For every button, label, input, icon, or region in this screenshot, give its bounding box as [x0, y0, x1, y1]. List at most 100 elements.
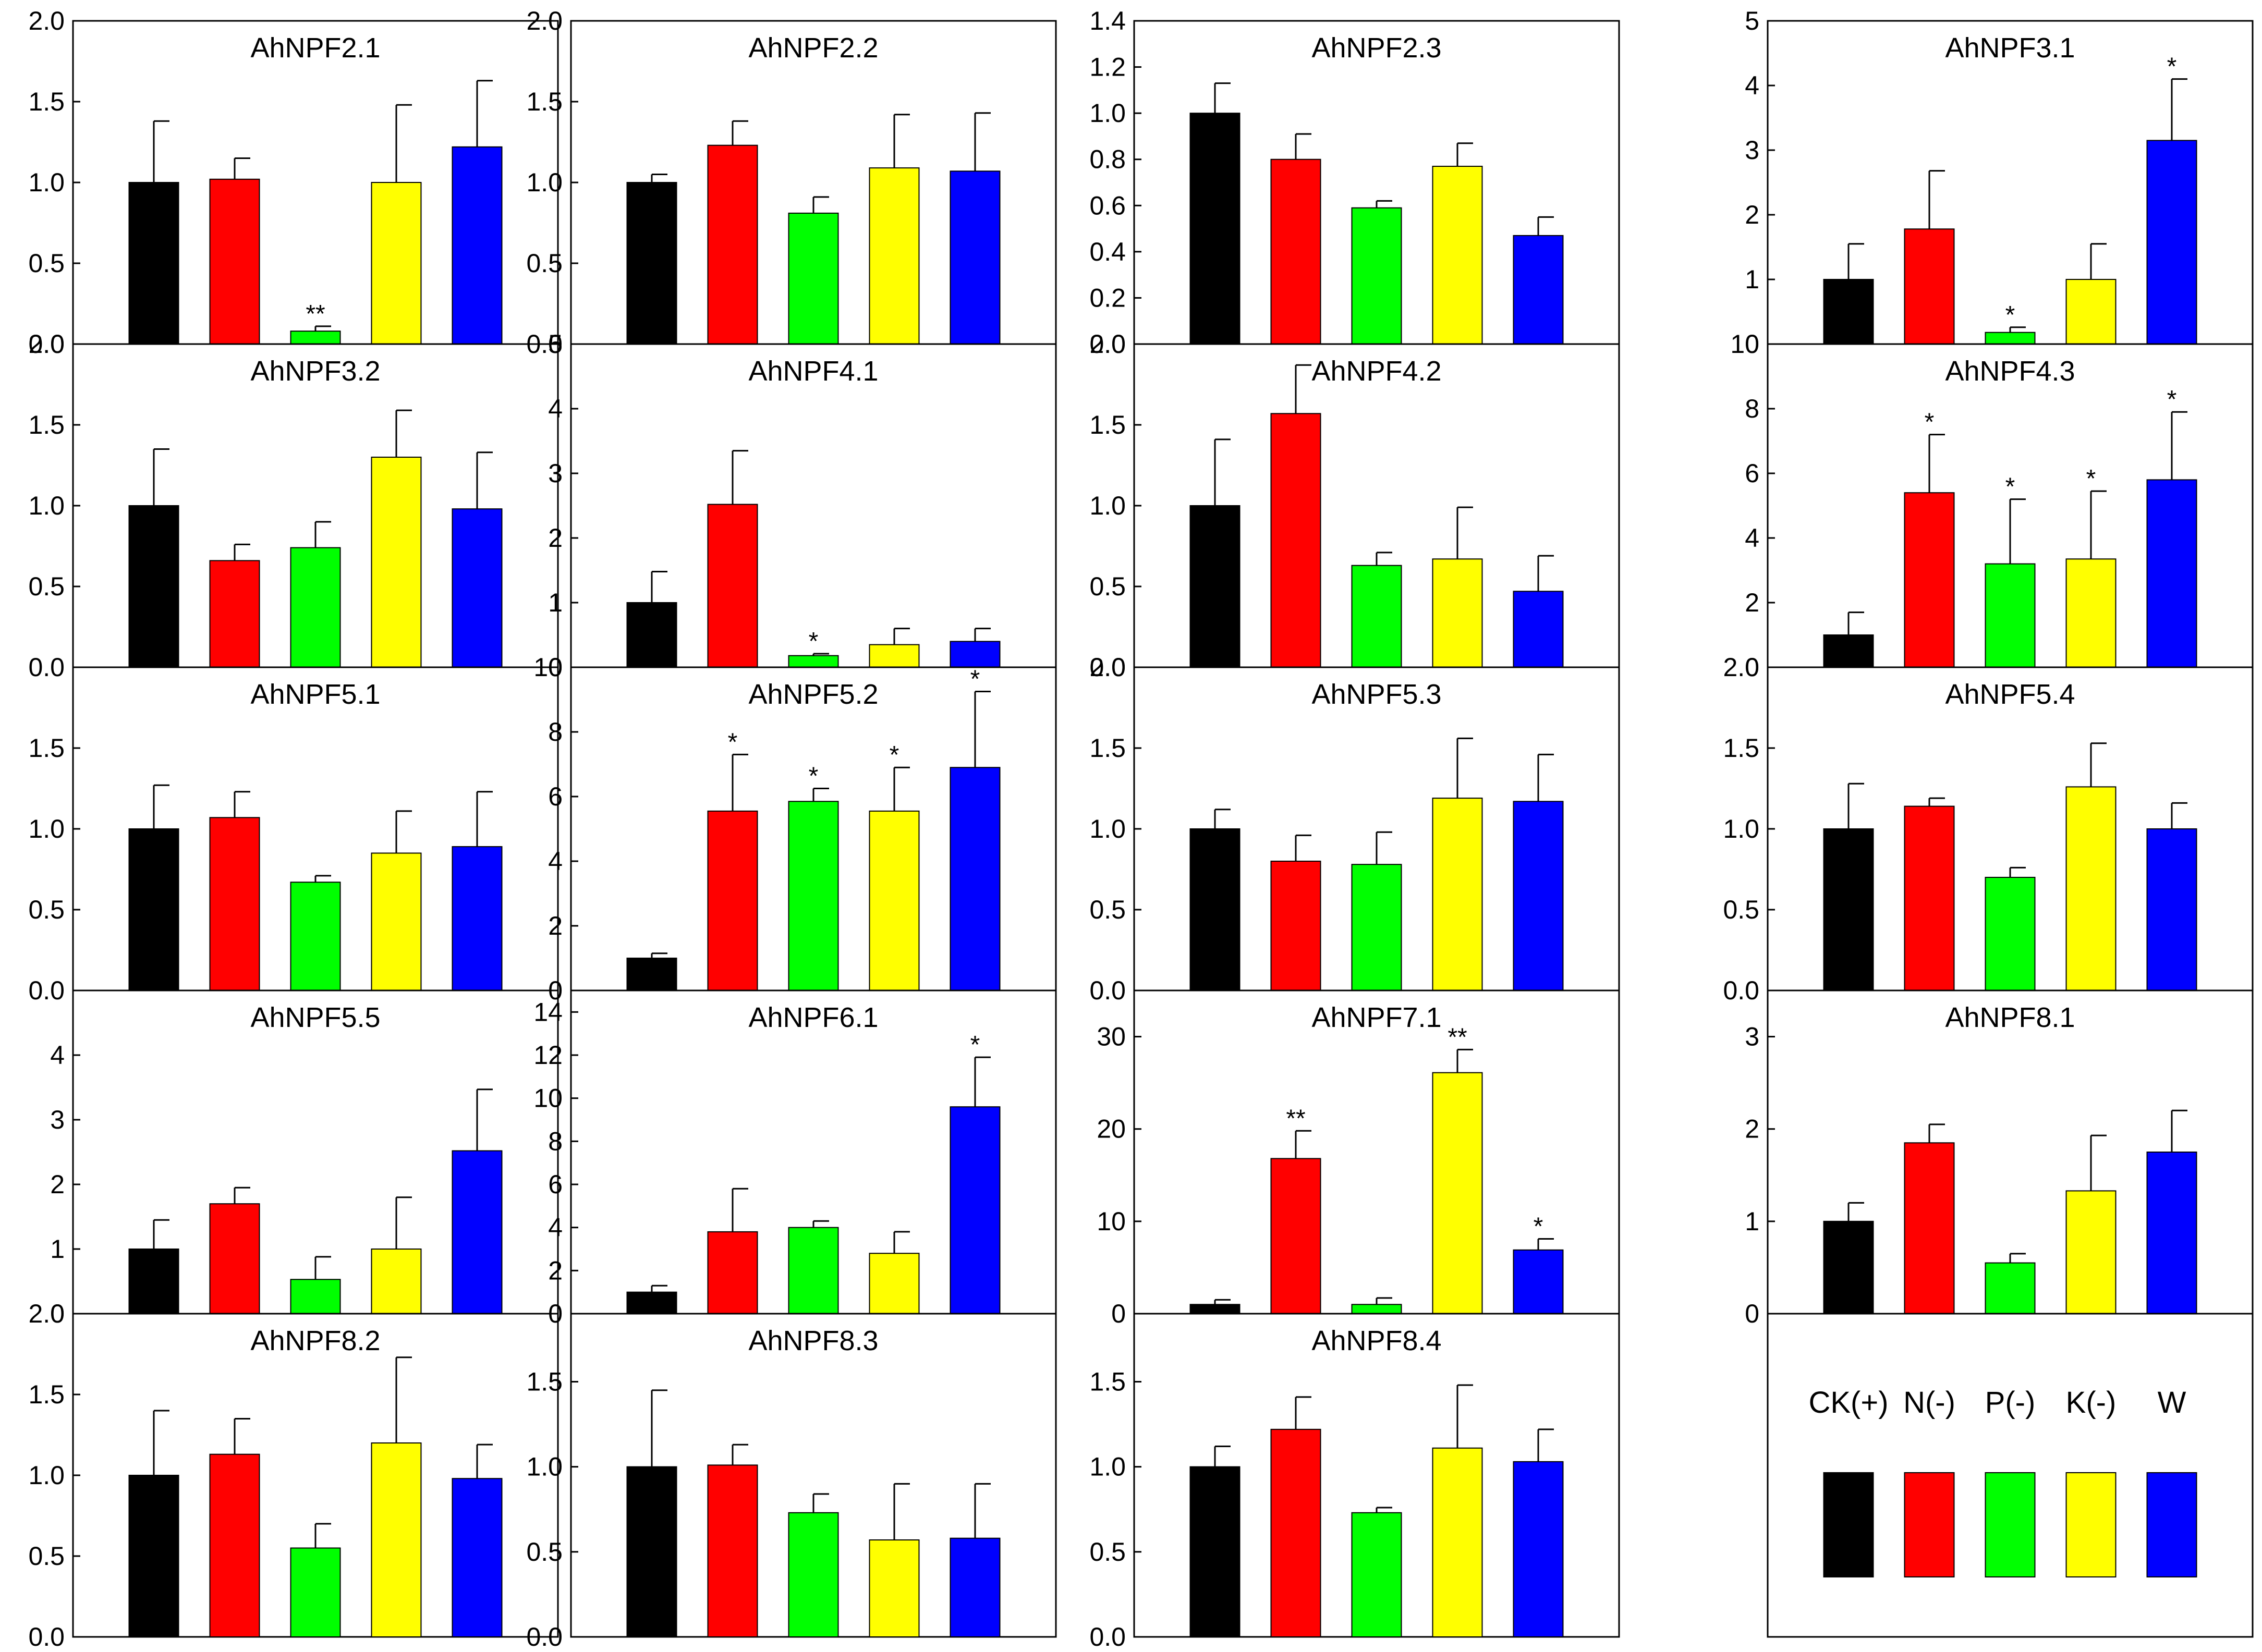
bar-ck — [128, 505, 179, 668]
bar-w — [452, 508, 503, 668]
panel-title: AhNPF3.2 — [250, 356, 380, 387]
y-tick-label: 0.0 — [1089, 1622, 1126, 1651]
bar-n — [707, 810, 758, 992]
legend-swatch — [2146, 1472, 2197, 1577]
bar-k — [2065, 279, 2117, 345]
y-tick-label: 0 — [1111, 1299, 1126, 1328]
y-tick-label: 5 — [1745, 6, 1759, 35]
bar-ck — [626, 1291, 677, 1315]
y-tick-label: 4 — [1745, 523, 1759, 553]
legend: CK(+) N(-) P(-) K(-) W — [1767, 1313, 2254, 1638]
bar-p — [290, 882, 341, 992]
bar-ck — [128, 182, 179, 345]
y-tick-label: 1.5 — [1089, 733, 1126, 763]
significance-mark: ** — [1286, 1105, 1305, 1132]
significance-mark: * — [809, 628, 819, 655]
y-tick-label: 8 — [548, 1127, 563, 1156]
panel-ahnpf8-4: 0.0 0.5 1.0 1.5 AhNPF8.4 — [1089, 1313, 1620, 1651]
bar-ck — [626, 958, 677, 991]
y-tick-label: 0 — [1745, 329, 1759, 359]
significance-mark: * — [2005, 301, 2015, 329]
significance-mark: * — [2086, 465, 2096, 493]
y-tick-label: 3 — [548, 459, 563, 488]
y-tick-label: 2 — [548, 523, 563, 553]
legend-swatch — [1823, 1472, 1874, 1577]
bar-n — [209, 1453, 260, 1637]
bar-p — [1985, 332, 2036, 345]
y-tick-label: 1.0 — [1089, 491, 1126, 520]
bar-w — [2146, 140, 2197, 345]
panel-ahnpf8-2: 0.0 0.5 1.0 1.5 2.0 AhNPF8.2 — [28, 1299, 559, 1651]
significance-mark: * — [2005, 473, 2015, 501]
panel-title: AhNPF2.2 — [748, 32, 878, 64]
bar-ck — [1189, 505, 1241, 668]
bar-w — [1513, 235, 1564, 345]
bar-n — [209, 560, 260, 668]
significance-mark: * — [970, 666, 980, 693]
y-tick-label: 1 — [548, 588, 563, 617]
y-tick-label: 0.0 — [1089, 329, 1126, 359]
bar-ck — [128, 828, 179, 991]
legend-frame — [1767, 1313, 2254, 1638]
bar-ck — [128, 1249, 179, 1314]
panel-ahnpf8-3: 0.0 0.5 1.0 1.5 AhNPF8.3 — [526, 1313, 1057, 1651]
y-tick-label: 4 — [548, 1213, 563, 1242]
panel-title: AhNPF8.4 — [1311, 1325, 1441, 1356]
y-tick-label: 0.5 — [28, 1541, 65, 1571]
y-tick-label: 4 — [548, 847, 563, 876]
bar-k — [869, 644, 920, 668]
y-tick-label: 1.4 — [1089, 6, 1126, 35]
panel-ahnpf4-3: 0 2 4 6 8 10 AhNPF4.3 * * * * — [1730, 329, 2254, 682]
bar-ck — [1823, 1220, 1874, 1315]
bar-w — [950, 1106, 1001, 1314]
bar-k — [1432, 1447, 1483, 1638]
bar-k — [371, 182, 422, 345]
panel-title: AhNPF6.1 — [748, 1002, 878, 1033]
bar-k — [869, 167, 920, 345]
significance-mark: ** — [1448, 1023, 1467, 1051]
bar-k — [869, 1253, 920, 1314]
bar-n — [1270, 1428, 1321, 1638]
y-tick-label: 0.5 — [526, 249, 563, 278]
y-tick-label: 2 — [50, 1170, 65, 1199]
y-tick-label: 0.8 — [1089, 145, 1126, 174]
bar-p — [290, 1279, 341, 1315]
bar-w — [2146, 479, 2197, 668]
bar-n — [209, 178, 260, 345]
y-tick-label: 0.4 — [1089, 237, 1126, 266]
y-tick-label: 5 — [548, 329, 563, 359]
panel-ahnpf2-1: 0.0 0.5 1.0 1.5 2.0 AhNPF2.1 ** — [28, 6, 559, 359]
y-tick-label: 0 — [1745, 1299, 1759, 1328]
bar-k — [2065, 1190, 2117, 1314]
y-tick-label: 0.5 — [526, 1537, 563, 1567]
bar-w — [452, 1150, 503, 1315]
legend-label: CK(+) — [1808, 1386, 1888, 1420]
y-tick-label: 0.5 — [28, 249, 65, 278]
y-tick-label: 30 — [1097, 1022, 1126, 1051]
y-tick-label: 1 — [50, 1234, 65, 1264]
bar-k — [869, 1539, 920, 1637]
y-tick-label: 0.5 — [28, 572, 65, 601]
panel-ahnpf3-1: 0 1 2 3 4 5 AhNPF3.1 * * — [1745, 6, 2254, 359]
y-tick-label: 1.0 — [526, 168, 563, 197]
bar-k — [371, 1249, 422, 1314]
y-tick-label: 1.2 — [1089, 53, 1126, 82]
y-tick-label: 1.5 — [1089, 1367, 1126, 1397]
y-tick-label: 0.0 — [28, 653, 65, 682]
bar-ck — [128, 1475, 179, 1637]
bar-k — [371, 457, 422, 668]
bar-n — [1904, 805, 1955, 991]
y-tick-label: 2 — [548, 1256, 563, 1285]
y-tick-label: 0.0 — [1723, 976, 1759, 1005]
bar-w — [452, 1478, 503, 1637]
bar-k — [2065, 786, 2117, 992]
y-tick-label: 4 — [50, 1041, 65, 1070]
bar-p — [290, 1547, 341, 1637]
bar-w — [1513, 1461, 1564, 1638]
y-tick-label: 1.0 — [1723, 814, 1759, 843]
bar-p — [1985, 1262, 2036, 1315]
y-tick-label: 2 — [1745, 588, 1759, 617]
